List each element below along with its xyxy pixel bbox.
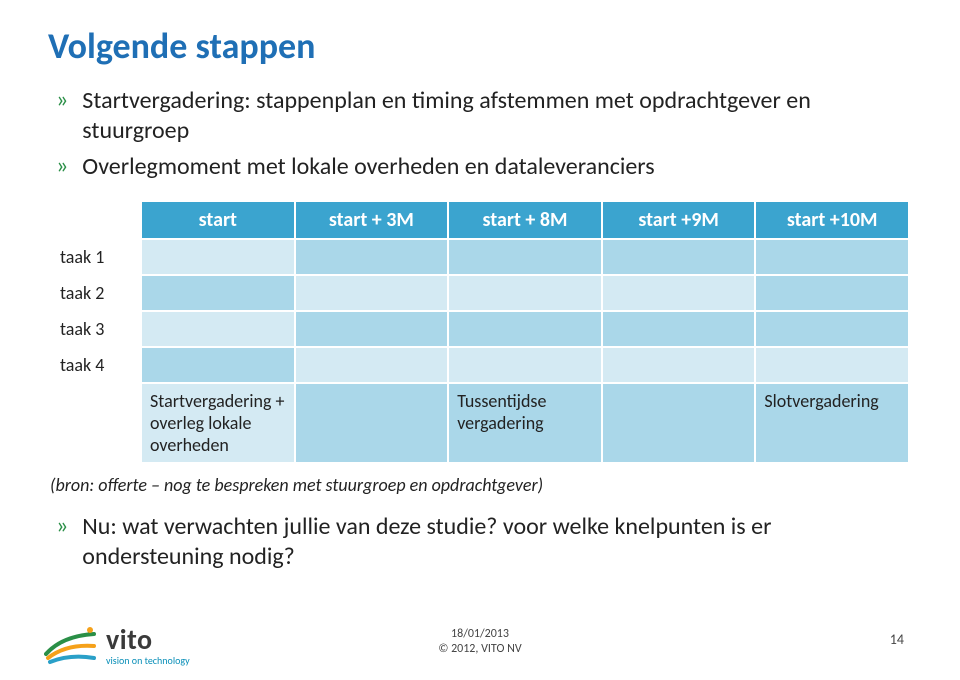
- table-row: taak 1: [51, 239, 909, 275]
- table-cell: [141, 239, 295, 275]
- list-item: » Nu: wat verwachten jullie van deze stu…: [56, 512, 912, 572]
- footer-copyright: © 2012, VITO NV: [438, 642, 521, 658]
- table-cell: [602, 311, 756, 347]
- logo-mark-icon: [44, 624, 98, 668]
- row-label: [51, 383, 141, 463]
- table-cell: [602, 239, 756, 275]
- bullet-list: » Startvergadering: stappenplan en timin…: [56, 86, 912, 182]
- chevron-icon: »: [56, 86, 68, 115]
- row-label: taak 3: [51, 311, 141, 347]
- table-cell: [755, 347, 909, 383]
- bullet-text: Startvergadering: stappenplan en timing …: [82, 86, 912, 146]
- timeline-table: start start + 3M start + 8M start +9M st…: [50, 200, 910, 464]
- table-cell: [448, 311, 602, 347]
- table-header: start: [141, 201, 295, 239]
- table-cell: [448, 347, 602, 383]
- table-cell: [295, 383, 449, 463]
- table-header-row: start start + 3M start + 8M start +9M st…: [51, 201, 909, 239]
- footer-center: 18/01/2013 © 2012, VITO NV: [438, 627, 521, 658]
- bullet-text: Nu: wat verwachten jullie van deze studi…: [82, 512, 912, 572]
- source-note: (bron: offerte – nog te bespreken met st…: [50, 474, 912, 496]
- footer: vito vision on technology 18/01/2013 © 2…: [0, 610, 960, 670]
- table-cell: [295, 239, 449, 275]
- table-cell: [141, 311, 295, 347]
- closing-bullet-list: » Nu: wat verwachten jullie van deze stu…: [56, 512, 912, 572]
- table-header-blank: [51, 201, 141, 239]
- page-number: 14: [890, 631, 904, 648]
- table-header: start +10M: [755, 201, 909, 239]
- table-cell: [295, 311, 449, 347]
- table-cell: [295, 347, 449, 383]
- table-row: taak 2: [51, 275, 909, 311]
- table-cell: [141, 347, 295, 383]
- table-cell: [141, 275, 295, 311]
- table-cell: Startvergadering + overleg lokale overhe…: [141, 383, 295, 463]
- row-label: taak 4: [51, 347, 141, 383]
- list-item: » Startvergadering: stappenplan en timin…: [56, 86, 912, 146]
- footer-date: 18/01/2013: [438, 627, 521, 643]
- bullet-text: Overlegmoment met lokale overheden en da…: [82, 152, 654, 182]
- table-header: start +9M: [602, 201, 756, 239]
- table-cell: [755, 275, 909, 311]
- table-cell: Slotvergadering: [755, 383, 909, 463]
- table-cell: [602, 275, 756, 311]
- row-label: taak 2: [51, 275, 141, 311]
- table-cell: [602, 347, 756, 383]
- list-item: » Overlegmoment met lokale overheden en …: [56, 152, 912, 182]
- table-cell: [448, 275, 602, 311]
- table-row: Startvergadering + overleg lokale overhe…: [51, 383, 909, 463]
- table-cell: [602, 383, 756, 463]
- logo-name: vito: [106, 626, 190, 654]
- table-cell: Tussentijdse vergadering: [448, 383, 602, 463]
- table-cell: [448, 239, 602, 275]
- table-cell: [295, 275, 449, 311]
- table-header: start + 3M: [295, 201, 449, 239]
- logo-tagline: vision on technology: [106, 656, 190, 666]
- table-header: start + 8M: [448, 201, 602, 239]
- table-row: taak 3: [51, 311, 909, 347]
- page-title: Volgende stappen: [48, 24, 912, 68]
- table-cell: [755, 239, 909, 275]
- chevron-icon: »: [56, 512, 68, 541]
- vito-logo: vito vision on technology: [44, 624, 190, 668]
- row-label: taak 1: [51, 239, 141, 275]
- chevron-icon: »: [56, 152, 68, 181]
- table-cell: [755, 311, 909, 347]
- table-row: taak 4: [51, 347, 909, 383]
